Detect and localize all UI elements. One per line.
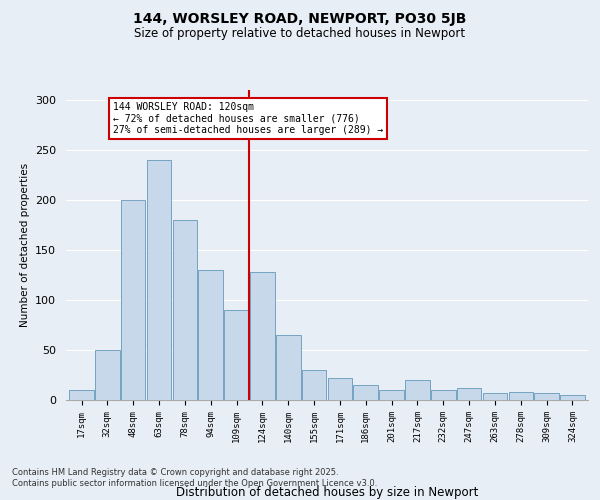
Bar bbox=[431, 390, 455, 400]
Bar bbox=[173, 220, 197, 400]
Bar bbox=[482, 393, 507, 400]
Text: 144, WORSLEY ROAD, NEWPORT, PO30 5JB: 144, WORSLEY ROAD, NEWPORT, PO30 5JB bbox=[133, 12, 467, 26]
Bar bbox=[457, 388, 481, 400]
Bar bbox=[379, 390, 404, 400]
Text: Size of property relative to detached houses in Newport: Size of property relative to detached ho… bbox=[134, 28, 466, 40]
Y-axis label: Number of detached properties: Number of detached properties bbox=[20, 163, 29, 327]
Bar bbox=[302, 370, 326, 400]
X-axis label: Distribution of detached houses by size in Newport: Distribution of detached houses by size … bbox=[176, 486, 478, 500]
Bar bbox=[509, 392, 533, 400]
Bar bbox=[95, 350, 119, 400]
Bar bbox=[276, 335, 301, 400]
Text: Contains HM Land Registry data © Crown copyright and database right 2025.
Contai: Contains HM Land Registry data © Crown c… bbox=[12, 468, 377, 487]
Bar bbox=[121, 200, 145, 400]
Bar bbox=[147, 160, 172, 400]
Text: 144 WORSLEY ROAD: 120sqm
← 72% of detached houses are smaller (776)
27% of semi-: 144 WORSLEY ROAD: 120sqm ← 72% of detach… bbox=[113, 102, 383, 135]
Bar bbox=[224, 310, 249, 400]
Bar bbox=[328, 378, 352, 400]
Bar bbox=[353, 385, 378, 400]
Bar bbox=[535, 393, 559, 400]
Bar bbox=[199, 270, 223, 400]
Bar bbox=[250, 272, 275, 400]
Bar bbox=[560, 395, 585, 400]
Bar bbox=[69, 390, 94, 400]
Bar bbox=[405, 380, 430, 400]
